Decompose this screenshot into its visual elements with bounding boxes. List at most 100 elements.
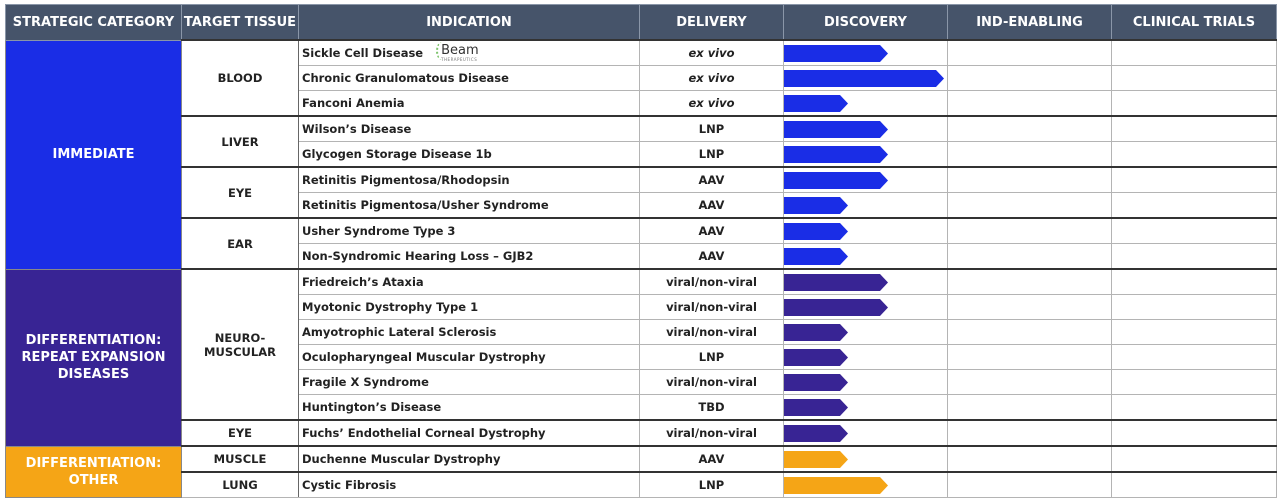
delivery-cell: AAV xyxy=(639,192,784,219)
indication-label: Huntington’s Disease xyxy=(302,400,442,414)
delivery-cell: AAV xyxy=(639,217,784,244)
progress-arrow xyxy=(784,121,888,138)
table-row: EYE Fuchs’ Endothelial Corneal Dystrophy v… xyxy=(6,419,1277,447)
delivery-cell: LNP xyxy=(639,115,784,142)
progress-arrow xyxy=(784,172,888,189)
indication-cell: Duchenne Muscular Dystrophy xyxy=(298,445,640,473)
indication-cell: Retinitis Pigmentosa/Usher Syndrome xyxy=(298,192,640,219)
progress-arrow xyxy=(784,45,888,62)
header-clinical-trials: CLINICAL TRIALS xyxy=(1111,4,1277,41)
discovery-cell xyxy=(783,192,948,219)
target-tissue-cell: EYE xyxy=(181,419,299,447)
table-row: LIVER Wilson’s Disease LNP xyxy=(6,115,1277,168)
table-row: DIFFERENTIATION: REPEAT EXPANSION DISEAS… xyxy=(5,268,1277,447)
discovery-cell xyxy=(783,217,948,244)
strategic-category-cell: DIFFERENTIATION: REPEAT EXPANSION DISEAS… xyxy=(5,268,182,447)
ind-enabling-cell xyxy=(947,166,1112,193)
ind-enabling-cell xyxy=(947,115,1112,142)
discovery-cell xyxy=(783,166,948,193)
discovery-cell xyxy=(783,65,948,91)
table-row: EYE Retinitis Pigmentosa/Rhodopsin AAV xyxy=(6,166,1277,219)
table-row: Oculopharyngeal Muscular Dystrophy LNP xyxy=(6,344,1277,370)
table-row: Huntington’s Disease TBD xyxy=(6,394,1277,421)
indication-cell: Huntington’s Disease xyxy=(298,394,640,421)
delivery-cell: ex vivo xyxy=(639,65,784,91)
clinical-trials-cell xyxy=(1111,369,1277,395)
discovery-cell xyxy=(783,319,948,345)
indication-cell: Glycogen Storage Disease 1b xyxy=(298,141,640,168)
progress-arrow xyxy=(784,451,848,468)
ind-enabling-cell xyxy=(947,445,1112,473)
table-row: Fragile X Syndrome viral/non-viral xyxy=(6,369,1277,395)
clinical-trials-cell xyxy=(1111,115,1277,142)
delivery-cell: LNP xyxy=(639,471,784,498)
discovery-cell xyxy=(783,369,948,395)
header-target-tissue: TARGET TISSUE xyxy=(181,4,299,41)
delivery-cell: AAV xyxy=(639,166,784,193)
indication-cell: Oculopharyngeal Muscular Dystrophy xyxy=(298,344,640,370)
clinical-trials-cell xyxy=(1111,419,1277,447)
target-tissue-cell: EYE xyxy=(181,166,299,219)
delivery-cell: LNP xyxy=(639,141,784,168)
strategic-category-cell: DIFFERENTIATION: OTHER xyxy=(5,445,182,498)
discovery-cell xyxy=(783,141,948,168)
progress-arrow xyxy=(784,146,888,163)
delivery-cell: viral/non-viral xyxy=(639,319,784,345)
indication-label: Fragile X Syndrome xyxy=(302,375,429,389)
indication-label: Fanconi Anemia xyxy=(302,96,405,110)
delivery-cell: AAV xyxy=(639,445,784,473)
discovery-cell xyxy=(783,115,948,142)
ind-enabling-cell xyxy=(947,268,1112,295)
progress-arrow xyxy=(784,299,888,316)
clinical-trials-cell xyxy=(1111,471,1277,498)
table-row: EAR Usher Syndrome Type 3 AAV xyxy=(6,217,1277,270)
clinical-trials-cell xyxy=(1111,65,1277,91)
progress-arrow xyxy=(784,374,848,391)
beam-logo-name: Beam xyxy=(441,42,479,58)
ind-enabling-cell xyxy=(947,344,1112,370)
clinical-trials-cell xyxy=(1111,90,1277,117)
indication-cell: Non-Syndromic Hearing Loss – GJB2 xyxy=(298,243,640,270)
header-row: STRATEGIC CATEGORY TARGET TISSUE INDICAT… xyxy=(5,4,1277,41)
target-tissue-cell: LIVER xyxy=(181,115,299,168)
delivery-cell: viral/non-viral xyxy=(639,268,784,295)
delivery-cell: viral/non-viral xyxy=(639,369,784,395)
delivery-cell: AAV xyxy=(639,243,784,270)
ind-enabling-cell xyxy=(947,319,1112,345)
discovery-cell xyxy=(783,344,948,370)
table-row: Chronic Granulomatous Disease ex vivo xyxy=(6,65,1277,91)
discovery-cell xyxy=(783,445,948,473)
indication-label: Usher Syndrome Type 3 xyxy=(302,224,456,238)
progress-arrow xyxy=(784,349,848,366)
beam-logo-arc-icon xyxy=(436,41,448,60)
ind-enabling-cell xyxy=(947,65,1112,91)
ind-enabling-cell xyxy=(947,471,1112,498)
indication-cell: Retinitis Pigmentosa/Rhodopsin xyxy=(298,166,640,193)
progress-arrow xyxy=(784,223,848,240)
progress-arrow xyxy=(784,197,848,214)
clinical-trials-cell xyxy=(1111,319,1277,345)
beam-logo-subtitle: THERAPEUTICS xyxy=(441,56,478,62)
indication-label: Fuchs’ Endothelial Corneal Dystrophy xyxy=(302,426,546,440)
indication-label: Non-Syndromic Hearing Loss – GJB2 xyxy=(302,249,534,263)
target-tissue-cell: BLOOD xyxy=(181,39,299,117)
target-tissue-cell: NEURO-MUSCULAR xyxy=(181,268,299,421)
table-row: Glycogen Storage Disease 1b LNP xyxy=(6,141,1277,168)
ind-enabling-cell xyxy=(947,394,1112,421)
clinical-trials-cell xyxy=(1111,217,1277,244)
clinical-trials-cell xyxy=(1111,268,1277,295)
indication-label: Friedreich’s Ataxia xyxy=(302,275,424,289)
table-row: Amyotrophic Lateral Sclerosis viral/non-v… xyxy=(6,319,1277,345)
delivery-cell: viral/non-viral xyxy=(639,419,784,447)
table-row: IMMEDIATE BLOOD Sickle Cell Disease Beam THE… xyxy=(5,39,1277,270)
indication-cell: Sickle Cell Disease Beam THERAPEUTICS xyxy=(298,39,640,66)
discovery-cell xyxy=(783,39,948,66)
clinical-trials-cell xyxy=(1111,192,1277,219)
ind-enabling-cell xyxy=(947,294,1112,320)
indication-cell: Amyotrophic Lateral Sclerosis xyxy=(298,319,640,345)
ind-enabling-cell xyxy=(947,141,1112,168)
indication-cell: Fanconi Anemia xyxy=(298,90,640,117)
clinical-trials-cell xyxy=(1111,141,1277,168)
ind-enabling-cell xyxy=(947,192,1112,219)
pipeline-table: STRATEGIC CATEGORY TARGET TISSUE INDICAT… xyxy=(5,4,1277,498)
